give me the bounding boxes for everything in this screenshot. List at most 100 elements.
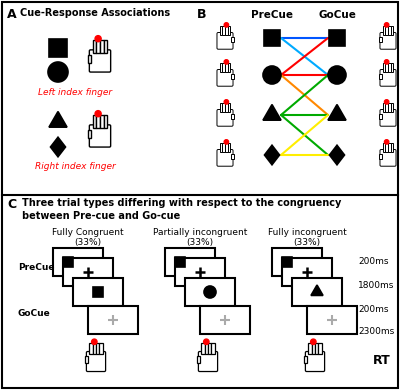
Bar (391, 103, 393, 112)
Bar (225, 143, 228, 152)
FancyBboxPatch shape (380, 149, 396, 166)
Bar (100, 40, 104, 53)
Text: C: C (7, 198, 16, 211)
Text: Fully incongruent
(33%): Fully incongruent (33%) (268, 228, 346, 247)
Bar (385, 63, 388, 72)
Bar (383, 103, 385, 112)
Bar (391, 63, 393, 72)
Bar (228, 26, 230, 35)
FancyBboxPatch shape (198, 351, 218, 372)
Bar (388, 103, 391, 112)
Bar (282, 257, 292, 267)
Circle shape (204, 286, 216, 298)
Bar (73, 278, 123, 306)
Bar (93, 287, 103, 297)
Bar (92, 115, 96, 128)
Circle shape (384, 23, 389, 27)
Bar (228, 103, 230, 112)
Circle shape (224, 60, 228, 64)
Bar (63, 258, 113, 286)
Bar (304, 356, 307, 363)
Bar (391, 26, 393, 35)
Bar (53, 248, 103, 276)
Text: 200ms: 200ms (358, 257, 388, 266)
Bar (385, 143, 388, 152)
Text: 200ms: 200ms (358, 305, 388, 314)
Circle shape (310, 339, 316, 344)
Text: 2300ms: 2300ms (358, 328, 394, 337)
Bar (315, 343, 318, 354)
Text: Three trial types differing with respect to the congruency
between Pre-cue and G: Three trial types differing with respect… (22, 198, 341, 221)
FancyBboxPatch shape (217, 69, 233, 86)
Bar (383, 63, 385, 72)
Polygon shape (264, 145, 280, 165)
Bar (329, 30, 345, 46)
Bar (175, 257, 185, 267)
Bar (264, 30, 280, 46)
Bar (307, 306, 357, 334)
Bar (231, 37, 234, 42)
Bar (200, 306, 250, 334)
Circle shape (263, 66, 281, 84)
Bar (100, 343, 102, 354)
Bar (225, 63, 228, 72)
FancyBboxPatch shape (217, 32, 233, 49)
Bar (231, 113, 234, 119)
Bar (88, 130, 91, 138)
Bar (308, 343, 312, 354)
Bar (93, 343, 96, 354)
Polygon shape (330, 145, 344, 165)
Text: 1800ms: 1800ms (358, 280, 394, 289)
Bar (380, 154, 382, 159)
FancyBboxPatch shape (217, 149, 233, 166)
Circle shape (92, 339, 97, 344)
Text: Right index finger: Right index finger (35, 162, 115, 171)
Text: PreCue: PreCue (18, 262, 54, 271)
Bar (185, 278, 235, 306)
Bar (92, 40, 96, 53)
Text: Fully Congruent
(33%): Fully Congruent (33%) (52, 228, 124, 247)
Circle shape (384, 100, 389, 104)
Bar (391, 143, 393, 152)
Bar (220, 26, 222, 35)
FancyBboxPatch shape (380, 32, 396, 49)
FancyBboxPatch shape (89, 125, 111, 147)
Bar (228, 63, 230, 72)
Polygon shape (49, 112, 67, 127)
Bar (292, 278, 342, 306)
Bar (222, 143, 225, 152)
Bar (90, 343, 92, 354)
Bar (96, 115, 100, 128)
Bar (49, 39, 67, 57)
Circle shape (48, 62, 68, 82)
Bar (383, 143, 385, 152)
Polygon shape (311, 285, 323, 296)
Text: Left index finger: Left index finger (38, 88, 112, 97)
Bar (205, 343, 208, 354)
FancyBboxPatch shape (380, 69, 396, 86)
Bar (165, 248, 215, 276)
Bar (220, 103, 222, 112)
Bar (222, 26, 225, 35)
Bar (63, 257, 73, 267)
Bar (231, 154, 234, 159)
FancyBboxPatch shape (217, 110, 233, 126)
Circle shape (384, 140, 389, 144)
Bar (222, 63, 225, 72)
Bar (202, 343, 204, 354)
FancyBboxPatch shape (306, 351, 325, 372)
Bar (383, 26, 385, 35)
Bar (88, 306, 138, 334)
Text: RT: RT (373, 353, 391, 367)
FancyBboxPatch shape (89, 50, 111, 72)
Bar (208, 343, 211, 354)
Bar (88, 55, 91, 63)
Text: Partially incongruent
(33%): Partially incongruent (33%) (153, 228, 247, 247)
Circle shape (224, 100, 228, 104)
Bar (380, 74, 382, 79)
Bar (225, 26, 228, 35)
Circle shape (328, 66, 346, 84)
Bar (388, 143, 391, 152)
Bar (197, 356, 200, 363)
Bar (85, 356, 88, 363)
